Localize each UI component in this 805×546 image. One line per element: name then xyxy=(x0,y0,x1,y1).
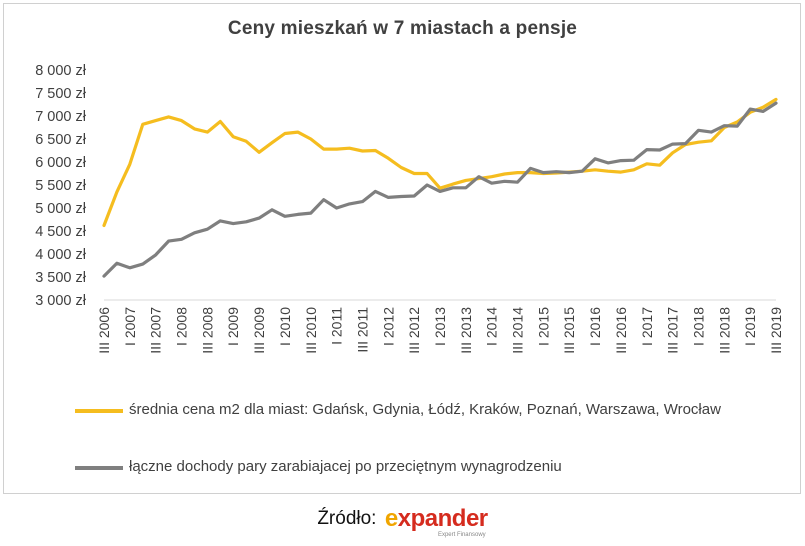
x-tick-label: III 2012 xyxy=(406,307,422,354)
line-chart: 3 000 zł 3 500 zł 4 000 zł 4 500 zł 5 000 zł… xyxy=(35,63,784,354)
y-tick-label: 6 500 zł xyxy=(35,132,87,148)
x-tick-label: III 2016 xyxy=(613,307,629,354)
x-tick-label: III 2010 xyxy=(303,307,319,354)
y-tick-label: 3 500 zł xyxy=(35,270,87,286)
x-tick-label: I 2009 xyxy=(225,307,241,346)
x-tick-label: III 2011 xyxy=(354,307,370,353)
x-tick-label: III 2014 xyxy=(510,307,526,354)
x-tick-label: III 2015 xyxy=(561,307,577,354)
x-tick-label: III 2009 xyxy=(251,307,267,354)
legend-label-prices: średnia cena m2 dla miast: Gdańsk, Gdyni… xyxy=(129,401,721,418)
x-tick-label: I 2016 xyxy=(587,307,603,346)
y-tick-label: 4 000 zł xyxy=(35,247,87,263)
y-axis: 3 000 zł 3 500 zł 4 000 zł 4 500 zł 5 000 zł… xyxy=(35,63,87,309)
y-tick-label: 5 500 zł xyxy=(35,178,87,194)
logo-subtext: Expert Finansowy xyxy=(437,532,486,538)
x-tick-label: I 2014 xyxy=(484,307,500,346)
series-line-income xyxy=(102,101,778,278)
expander-logo: expander Expert Finansowy xyxy=(384,505,488,538)
x-tick-label: III 2019 xyxy=(768,307,784,354)
x-tick-label: I 2015 xyxy=(535,307,551,346)
series-line-prices xyxy=(102,97,778,228)
legend-swatch-prices xyxy=(75,409,123,413)
x-tick-label: I 2007 xyxy=(122,307,138,346)
chart-frame xyxy=(3,3,801,494)
x-tick-label: III 2018 xyxy=(716,307,732,354)
y-tick-label: 8 000 zł xyxy=(35,63,87,79)
x-tick-label: I 2008 xyxy=(174,307,190,346)
x-tick-label: III 2007 xyxy=(148,307,164,354)
series-layer xyxy=(102,97,778,278)
x-tick-label: I 2010 xyxy=(277,307,293,346)
source-footer: Źródło: expander Expert Finansowy xyxy=(0,505,805,538)
chart-title: Ceny mieszkań w 7 miastach a pensje xyxy=(227,18,578,39)
y-tick-label: 7 500 zł xyxy=(35,86,87,102)
x-tick-label: I 2011 xyxy=(329,307,345,345)
legend-label-income: łączne dochody pary zarabiajacej po prze… xyxy=(129,458,562,475)
y-tick-label: 7 000 zł xyxy=(35,109,87,125)
source-label: Źródło: xyxy=(317,508,377,529)
x-tick-label: III 2008 xyxy=(199,307,215,354)
x-tick-label: I 2013 xyxy=(432,307,448,346)
x-tick-label: III 2006 xyxy=(96,307,112,354)
y-tick-label: 5 000 zł xyxy=(35,201,87,217)
x-tick-label: I 2012 xyxy=(380,307,396,346)
y-tick-label: 4 500 zł xyxy=(35,224,87,240)
x-tick-label: I 2018 xyxy=(690,307,706,346)
y-tick-label: 3 000 zł xyxy=(35,293,87,309)
x-tick-label: I 2019 xyxy=(742,307,758,346)
x-tick-label: I 2017 xyxy=(639,307,655,346)
logo-wordmark: expander xyxy=(384,505,488,532)
y-tick-label: 6 000 zł xyxy=(35,155,87,171)
x-axis: III 2006 I 2007 III 2007 I 2008 III 2008 I 20… xyxy=(96,299,784,354)
x-tick-label: III 2017 xyxy=(665,307,681,354)
x-tick-label: III 2013 xyxy=(458,307,474,354)
legend-swatch-income xyxy=(75,466,123,470)
